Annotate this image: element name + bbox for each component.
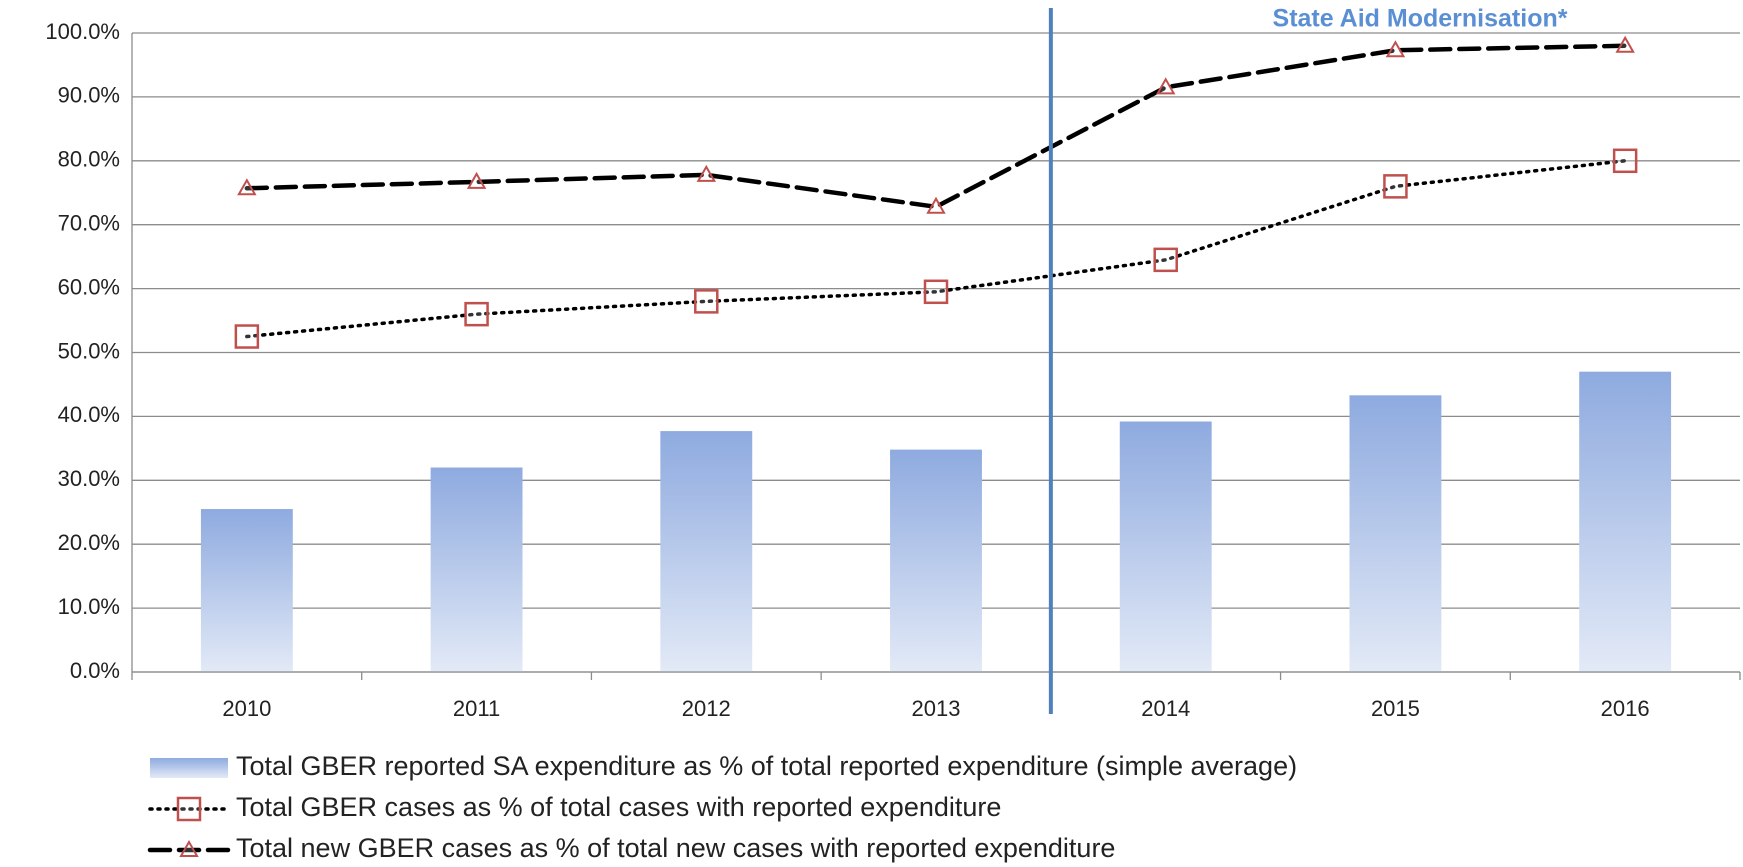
y-tick-label: 30.0% [58, 466, 120, 491]
y-tick-label: 90.0% [58, 83, 120, 108]
bar [200, 509, 293, 672]
line-marker [926, 196, 946, 214]
bar [1119, 421, 1212, 672]
line-marker [1615, 35, 1635, 53]
line-marker [923, 279, 949, 305]
line-marker [466, 171, 487, 189]
x-tick-label: 2015 [1371, 696, 1420, 721]
line [245, 159, 1627, 339]
y-tick-label: 60.0% [58, 274, 120, 299]
y-tick-label: 50.0% [58, 338, 120, 363]
x-tick-label: 2010 [222, 696, 271, 721]
x-tick-label: 2013 [912, 696, 961, 721]
bar [890, 449, 982, 672]
y-tick-label: 40.0% [58, 402, 120, 427]
y-tick-label: 80.0% [58, 147, 120, 172]
x-tick-label: 2011 [453, 696, 500, 721]
line [244, 43, 1628, 210]
line-marker [696, 164, 717, 182]
y-tick-label: 70.0% [58, 211, 120, 236]
x-tick-label: 2012 [682, 696, 731, 721]
line-marker [237, 178, 257, 196]
legend-marker [176, 796, 202, 822]
bar [660, 431, 753, 672]
bar [1579, 371, 1672, 672]
line-marker [464, 301, 489, 327]
line-marker [234, 324, 260, 349]
legend-marker [179, 839, 199, 857]
y-tick-label: 0.0% [70, 658, 120, 683]
bar [430, 467, 523, 672]
annotation: State Aid Modernisation* [1273, 5, 1568, 33]
y-tick-label: 100.0% [45, 19, 120, 44]
x-tick-label: 2014 [1141, 696, 1190, 721]
line-marker [694, 289, 719, 314]
legend-label: Total new GBER cases as % of total new c… [236, 833, 1115, 863]
line-marker [1385, 40, 1406, 58]
legend-swatch [150, 758, 228, 778]
line-marker [1155, 77, 1176, 95]
bar [1349, 395, 1442, 672]
legend-label: Total GBER reported SA expenditure as % … [236, 751, 1297, 781]
line-marker [1383, 174, 1408, 199]
y-tick-label: 10.0% [58, 594, 120, 619]
legend-label: Total GBER cases as % of total cases wit… [236, 792, 1001, 822]
y-tick-label: 20.0% [58, 530, 120, 555]
line-marker [1153, 247, 1178, 273]
line-marker [1612, 148, 1638, 174]
x-tick-label: 2016 [1601, 696, 1650, 721]
